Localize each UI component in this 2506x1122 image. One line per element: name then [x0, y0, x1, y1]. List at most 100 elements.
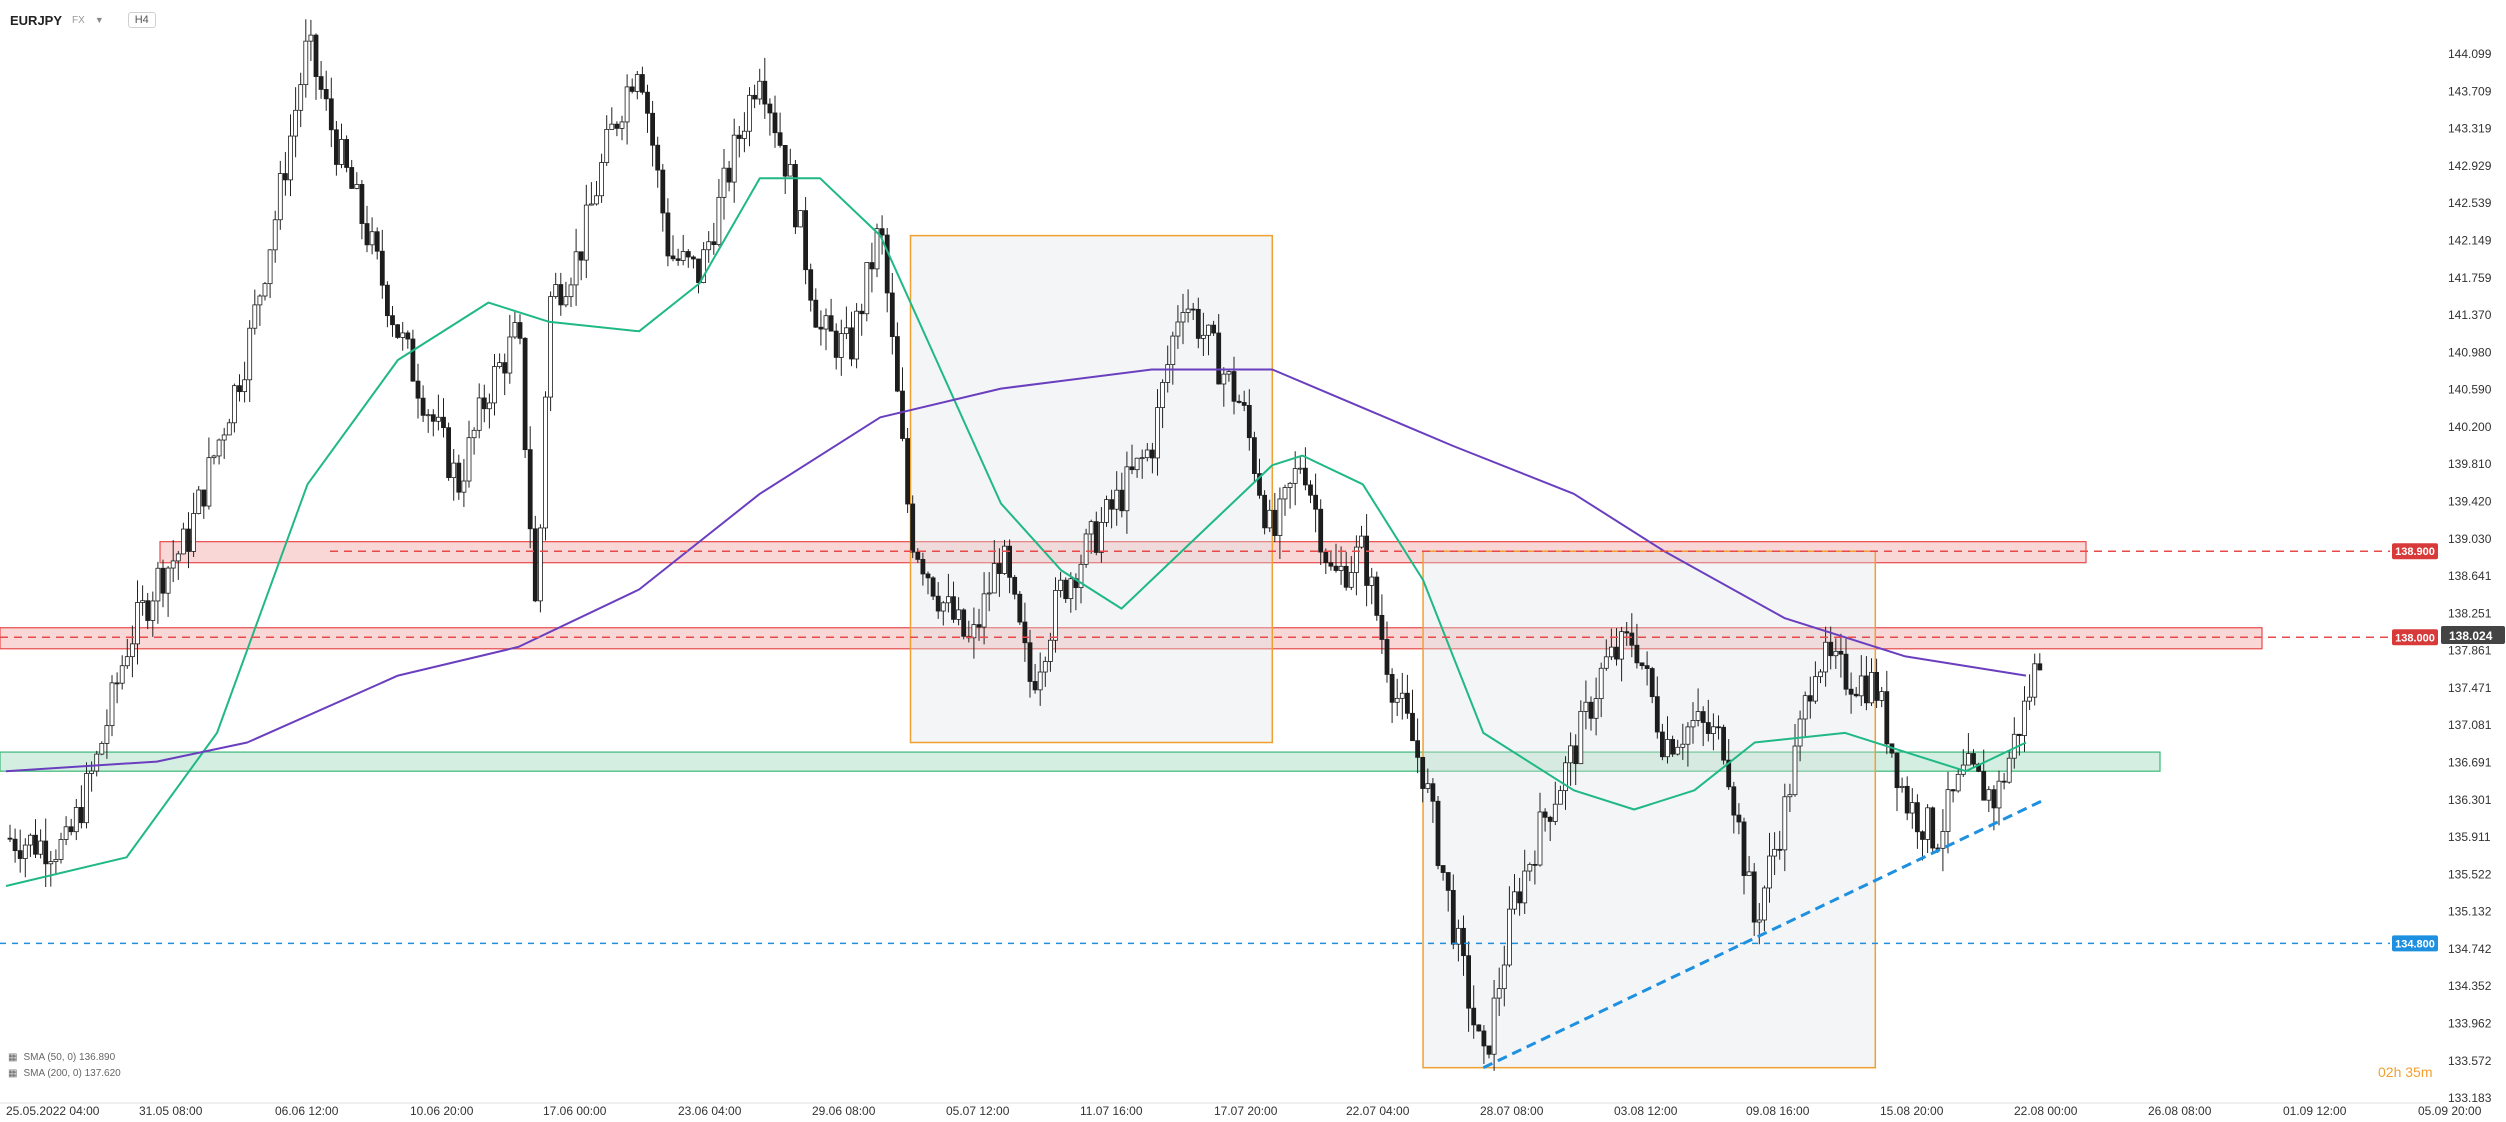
candle-down [1853, 693, 1859, 697]
candle-up [1558, 790, 1563, 805]
settings-icon[interactable]: ▦ [8, 1068, 18, 1079]
candle-up [1966, 753, 1971, 766]
indicator-legend: ▦ SMA (50, 0) 136.890 ▦ SMA (200, 0) 137… [8, 1050, 121, 1082]
candle-down [1445, 872, 1451, 891]
price-tick: 139.030 [2448, 532, 2492, 546]
candle-down [1211, 324, 1216, 334]
candle-up [1756, 919, 1762, 923]
candle-up [38, 840, 43, 855]
candle-up [1292, 468, 1298, 484]
legend-item-sma200[interactable]: ▦ SMA (200, 0) 137.620 [8, 1066, 121, 1082]
candle-down [910, 503, 916, 553]
candle-down [1308, 484, 1313, 496]
legend-text-sma200: SMA (200, 0) 137.620 [23, 1068, 121, 1079]
time-tick: 22.07 04:00 [1346, 1104, 1410, 1117]
candle-down [79, 807, 84, 824]
candle-down [1461, 927, 1466, 957]
candle-down [1246, 404, 1252, 439]
candle-down [1884, 691, 1890, 745]
chevron-down-icon[interactable]: ▼ [94, 15, 104, 25]
candle-down [951, 596, 956, 620]
candle-up [1945, 789, 1951, 832]
candle-up [1818, 671, 1823, 678]
candle-up [553, 284, 559, 297]
candle-down [1032, 681, 1038, 691]
candle-down [1807, 695, 1813, 702]
candle-up [1160, 382, 1165, 409]
candle-down [1486, 1045, 1492, 1055]
candle-down [1864, 675, 1869, 704]
highlight-box-july [909, 234, 1274, 744]
candle-down [364, 223, 370, 246]
price-tick: 136.691 [2448, 755, 2492, 769]
candle-down [1343, 565, 1349, 588]
candle-up [624, 86, 630, 123]
candle-up [1185, 308, 1191, 313]
candle-up [1201, 334, 1206, 339]
price-tick: 141.759 [2448, 271, 2492, 285]
price-tick: 135.132 [2448, 905, 2492, 919]
candle-down [420, 397, 426, 416]
candle-up [1996, 780, 2002, 809]
timeframe-selector[interactable]: H4 [127, 12, 156, 28]
candle-up [956, 609, 961, 620]
candle-down [895, 336, 900, 392]
highlight-box-august [1422, 550, 1877, 1069]
candle-down [629, 86, 635, 92]
candle-up [1359, 535, 1364, 548]
candle-down [1726, 759, 1732, 788]
candle-up [109, 682, 115, 727]
candle-up [991, 563, 997, 594]
candle-up [1552, 803, 1558, 822]
candle-up [1522, 870, 1528, 904]
candle-up [563, 296, 569, 306]
candle-down [313, 34, 319, 77]
symbol-name[interactable]: EURJPY [10, 12, 63, 28]
candle-up [609, 123, 615, 130]
candle-up [277, 173, 283, 221]
candle-down [578, 251, 584, 261]
candle-down [344, 139, 350, 168]
candle-up [1899, 785, 1905, 789]
candle-up [451, 462, 457, 479]
legend-item-sma50[interactable]: ▦ SMA (50, 0) 136.890 [8, 1050, 121, 1066]
price-tick: 141.370 [2448, 308, 2492, 322]
candle-down [1848, 688, 1854, 695]
candle-down [833, 330, 839, 358]
candle-down [349, 167, 355, 189]
candle-up [1782, 796, 1788, 851]
candle-up [1772, 848, 1777, 857]
candle-down [7, 837, 13, 840]
price-tag-support: 134.800 [2395, 938, 2435, 950]
candle-up [1277, 498, 1283, 536]
settings-icon[interactable]: ▦ [8, 1052, 18, 1063]
candle-up [206, 457, 212, 507]
ascending-trendline [1482, 798, 2045, 1070]
candle-up [1955, 773, 1961, 792]
candle-down [145, 600, 151, 621]
candle-down [1313, 494, 1318, 510]
candle-down [1022, 621, 1028, 644]
candle-up [1287, 482, 1293, 488]
price-tick: 137.471 [2448, 681, 2492, 695]
candle-up [466, 437, 472, 482]
price-tick: 136.301 [2448, 793, 2492, 807]
time-tick: 22.08 00:00 [2014, 1104, 2078, 1117]
candle-up [844, 327, 849, 335]
candle-down [859, 310, 865, 315]
candle-up [1909, 802, 1915, 814]
candle-down [186, 528, 191, 552]
candle-down [696, 258, 701, 283]
candle-down [384, 284, 390, 317]
candle-up [1139, 457, 1145, 460]
current-price-bg [2441, 626, 2505, 645]
candle-up [1002, 545, 1007, 574]
candle-up [1058, 579, 1063, 591]
price-tick: 133.183 [2448, 1091, 2492, 1105]
candle-down [1838, 650, 1844, 655]
candle-up [1297, 467, 1303, 470]
price-tick: 137.861 [2448, 644, 2492, 658]
candle-down [1629, 632, 1635, 646]
